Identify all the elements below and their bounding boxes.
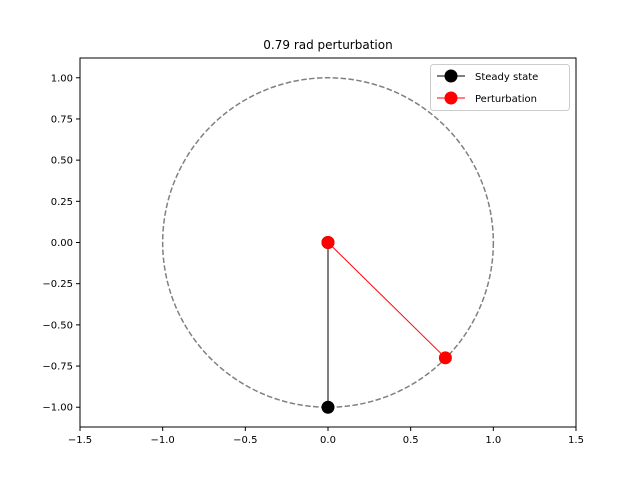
reference-circle	[161, 77, 495, 408]
x-tick-label: −1.5	[68, 435, 92, 446]
chart-title: 0.79 rad perturbation	[263, 38, 392, 52]
x-tick-label: −1.0	[151, 435, 175, 446]
y-tick-label: 0.50	[51, 156, 73, 167]
x-tick-label: 0.5	[403, 435, 419, 446]
legend-label-2: Perturbation	[475, 94, 537, 105]
series-2-point-2	[438, 351, 452, 365]
legend-label-1: Steady state	[475, 72, 538, 83]
legend-marker-1	[444, 69, 458, 83]
axes: −1.5 −1.0 −0.5 0.0 0.5 1.0 1.5 1.00 0.75 0.50 0.25…	[42, 57, 584, 446]
y-tick-label: −0.50	[42, 320, 73, 331]
series-2-point-1	[321, 236, 335, 249]
series-1-point-2	[321, 400, 335, 414]
x-tick-label: −0.5	[233, 435, 257, 446]
series-line-2	[327, 242, 446, 359]
y-tick-label: 0.75	[51, 114, 73, 125]
y-tick-label: 0.25	[51, 197, 73, 208]
y-tick-label: 1.00	[51, 73, 73, 84]
legend-box	[430, 64, 570, 111]
y-tick-label: −0.75	[42, 362, 73, 373]
x-tick-label: 0.0	[320, 435, 336, 446]
x-tick-label: 1.0	[485, 435, 501, 446]
y-tick-label: 0.00	[51, 238, 73, 249]
plot-area	[161, 77, 495, 414]
y-tick-label: −0.25	[42, 279, 73, 290]
legend-marker-2	[444, 91, 458, 105]
legend: Steady state Perturbation	[430, 64, 570, 111]
y-tick-label: −1.00	[42, 403, 73, 414]
x-tick-label: 1.5	[568, 435, 584, 446]
